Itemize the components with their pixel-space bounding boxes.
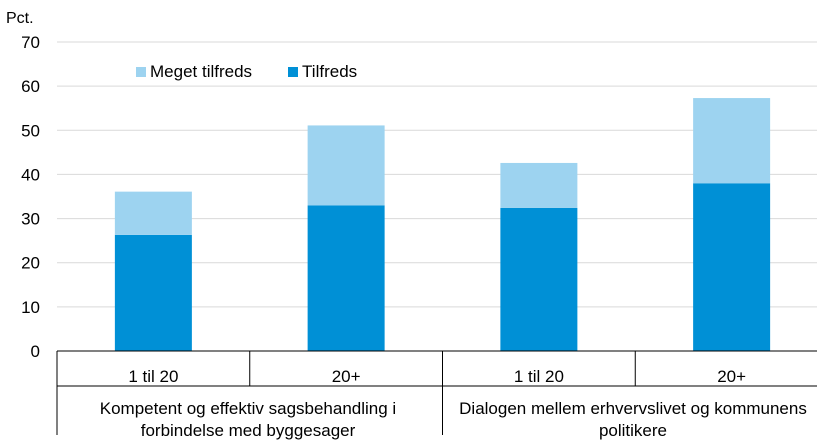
bar-tilfreds-3 xyxy=(693,183,770,351)
y-tick-label-10: 10 xyxy=(21,298,40,317)
bar-meget-tilfreds-1 xyxy=(308,125,385,205)
x-category-label-0: 1 til 20 xyxy=(128,367,178,386)
group-label-dialogen: Dialogen mellem erhvervslivet og kommune… xyxy=(443,398,817,442)
bar-meget-tilfreds-0 xyxy=(115,192,192,235)
y-tick-label-20: 20 xyxy=(21,254,40,273)
x-category-label-2: 1 til 20 xyxy=(514,367,564,386)
bar-tilfreds-1 xyxy=(308,205,385,351)
group-label-kompetent: Kompetent og effektiv sagsbehandling i f… xyxy=(58,398,438,442)
bar-tilfreds-2 xyxy=(500,208,577,351)
y-tick-label-70: 70 xyxy=(21,33,40,52)
x-category-label-3: 20+ xyxy=(717,367,746,386)
y-tick-label-0: 0 xyxy=(31,342,40,361)
bar-meget-tilfreds-2 xyxy=(500,163,577,208)
bar-tilfreds-0 xyxy=(115,235,192,351)
x-category-label-1: 20+ xyxy=(332,367,361,386)
y-tick-label-40: 40 xyxy=(21,165,40,184)
y-tick-label-60: 60 xyxy=(21,77,40,96)
y-tick-label-50: 50 xyxy=(21,121,40,140)
bar-meget-tilfreds-3 xyxy=(693,98,770,183)
y-tick-label-30: 30 xyxy=(21,210,40,229)
